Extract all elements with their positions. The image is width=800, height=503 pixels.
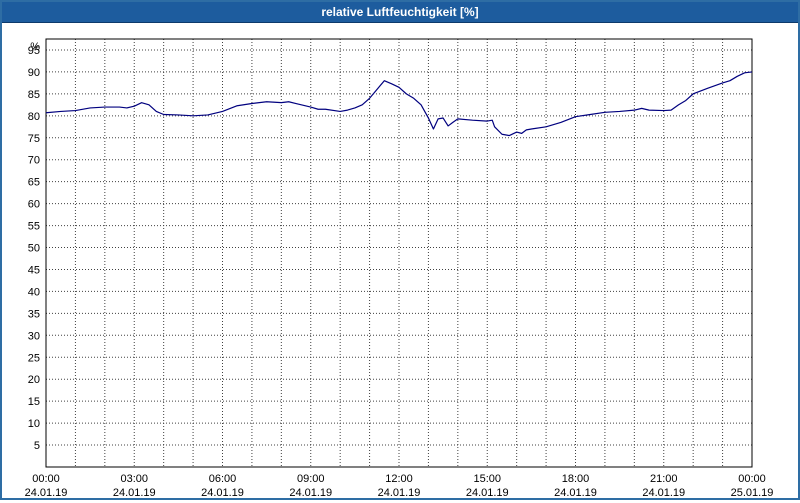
y-tick-label: 85 [28,89,40,101]
y-tick-label: 30 [28,330,40,342]
y-tick-label: 90 [28,67,40,79]
x-tick-time: 15:00 [473,473,501,485]
chart-title: relative Luftfeuchtigkeit [%] [321,5,479,19]
y-tick-label: 75 [28,133,40,145]
x-tick-time: 18:00 [562,473,590,485]
y-tick-label: 60 [28,199,40,211]
x-tick-date: 24.01.19 [642,487,685,498]
x-tick-time: 00:00 [32,473,60,485]
y-tick-label: 15 [28,396,40,408]
x-tick-date: 24.01.19 [201,487,244,498]
x-tick-date: 24.01.19 [113,487,156,498]
series-line [45,71,753,137]
y-axis-unit-label: % [30,41,40,53]
x-tick-time: 06:00 [209,473,237,485]
x-tick-date: 24.01.19 [378,487,421,498]
title-bar: relative Luftfeuchtigkeit [%] [2,2,798,23]
x-tick-time: 03:00 [120,473,148,485]
y-tick-label: 20 [28,374,40,386]
x-tick-date: 25.01.19 [731,487,774,498]
y-tick-label: 50 [28,243,40,255]
y-tick-label: 45 [28,264,40,276]
y-tick-label: 5 [34,440,40,452]
y-tick-label: 25 [28,352,40,364]
x-tick-date: 24.01.19 [25,487,68,498]
x-tick-time: 09:00 [297,473,325,485]
y-tick-label: 70 [28,155,40,167]
x-tick-time: 12:00 [385,473,413,485]
y-tick-label: 10 [28,418,40,430]
y-tick-label: 65 [28,177,40,189]
x-tick-time: 00:00 [738,473,766,485]
chart-container: 5 10 15 20 25 30 35 40 45 50 55 60 65 70 75 80 85 90 95% 00… [2,23,798,499]
x-tick-date: 24.01.19 [554,487,597,498]
y-tick-label: 80 [28,111,40,123]
y-tick-label: 95 [28,45,40,57]
x-tick-date: 24.01.19 [289,487,332,498]
y-tick-label: 40 [28,286,40,298]
y-axis-labels: 5 10 15 20 25 30 35 40 45 50 55 60 65 70 75 80 85 90 95 [28,45,40,452]
x-axis-labels: 00:00 24.01.19 03:00 24.01.19 06:00 24.01.19 0… [25,473,774,499]
x-tick-time: 21:00 [650,473,678,485]
humidity-line-chart: 5 10 15 20 25 30 35 40 45 50 55 60 65 70 75 80 85 90 95% 00… [25,38,774,499]
gridlines [46,39,752,467]
y-tick-label: 35 [28,308,40,320]
plot-frame [45,38,753,468]
x-tick-date: 24.01.19 [466,487,509,498]
y-tick-label: 55 [28,221,40,233]
